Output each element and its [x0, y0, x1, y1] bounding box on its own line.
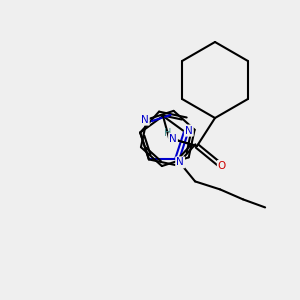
- Text: O: O: [218, 161, 226, 171]
- Text: N: N: [169, 134, 177, 144]
- Text: N: N: [185, 126, 193, 136]
- Text: N: N: [176, 158, 184, 167]
- Text: N: N: [141, 115, 149, 124]
- Text: H: H: [164, 128, 172, 138]
